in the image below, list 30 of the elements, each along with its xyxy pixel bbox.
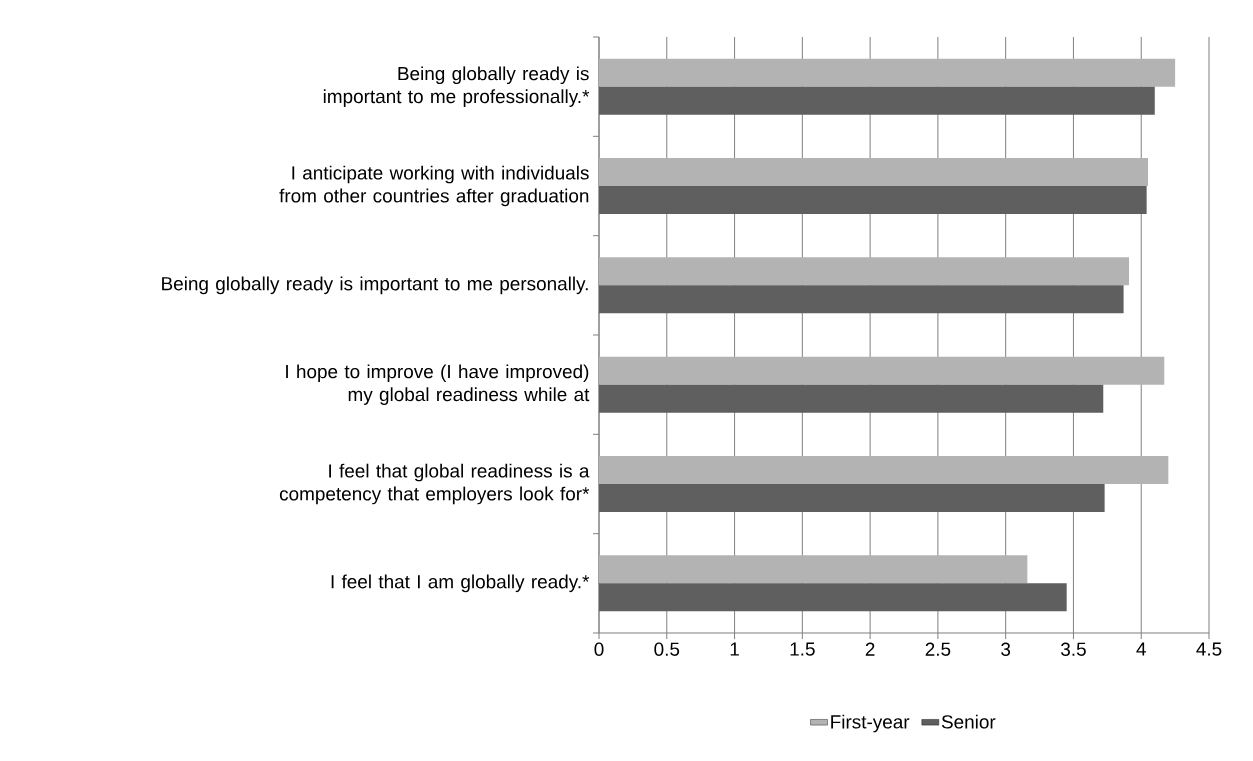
- x-tick-label: 0: [594, 642, 604, 656]
- x-tick-label: 2.5: [925, 642, 951, 656]
- bar: [599, 555, 1028, 584]
- bar: [599, 185, 1147, 214]
- bar: [599, 384, 1104, 413]
- bar: [599, 483, 1105, 512]
- y-tick-label: I anticipate working with individuals from other countries after graduation: [279, 165, 589, 207]
- bar: [599, 455, 1169, 484]
- bar: [599, 86, 1155, 115]
- y-tick-label: I hope to improve (I have improved) my global readiness while at: [286, 364, 590, 405]
- x-tick-label: 1.5: [790, 642, 815, 656]
- x-tick-label: 3: [1001, 642, 1011, 656]
- legend-label: Senior: [941, 714, 996, 729]
- y-tick-label: I feel that I am globally ready.*: [331, 574, 590, 593]
- bar: [599, 583, 1067, 612]
- x-tick-label: 4: [1136, 642, 1146, 656]
- bar: [599, 285, 1124, 314]
- bar: [599, 157, 1149, 186]
- y-tick-label: Being globally ready is important to me professionally.*: [323, 66, 590, 107]
- x-tick-label: 2: [865, 642, 875, 656]
- bar: [599, 356, 1165, 385]
- x-tick-label: 0.5: [654, 642, 680, 656]
- bar: [599, 58, 1176, 87]
- x-tick-label: 4.5: [1196, 642, 1222, 656]
- y-tick-label: Being globally ready is important to me personally.: [162, 276, 588, 295]
- x-tick-label: 3.5: [1061, 642, 1086, 656]
- bar: [599, 257, 1130, 286]
- y-tick-label: I feel that global readiness is a competency that employers look for*: [279, 463, 590, 505]
- legend-label: First-year: [831, 714, 910, 733]
- x-tick-label: 1: [730, 642, 739, 656]
